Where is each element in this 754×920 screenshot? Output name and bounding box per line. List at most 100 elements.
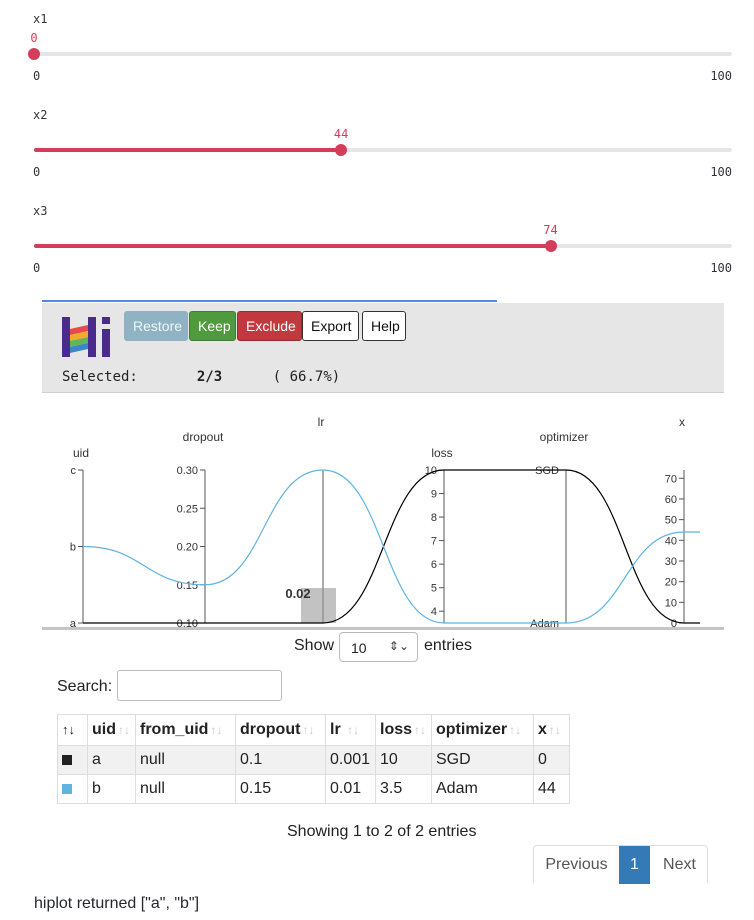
sort-icon: ↑↓ bbox=[62, 722, 75, 737]
tick-label-x: 10 bbox=[665, 597, 677, 609]
hiplot-logo bbox=[62, 317, 110, 357]
pagination: Previous 1 Next bbox=[533, 845, 708, 884]
slider-track[interactable] bbox=[28, 48, 732, 60]
tick-label-x: 0 bbox=[671, 618, 677, 629]
lr-brush bbox=[301, 588, 336, 623]
column-header-loss[interactable]: loss ↑↓ bbox=[375, 714, 432, 746]
cell-from-uid: null bbox=[135, 774, 236, 804]
slider-track[interactable] bbox=[34, 144, 732, 156]
select-arrows-icon: ⇕⌄ bbox=[388, 639, 409, 653]
plot-divider bbox=[42, 627, 724, 630]
hiplot-panel: Restore Keep Exclude Export Help Selecte… bbox=[42, 303, 724, 884]
slider-max: 100 bbox=[710, 69, 732, 83]
tick-label-x: 30 bbox=[665, 556, 677, 568]
cell-uid: a bbox=[87, 745, 136, 775]
table-row[interactable]: a null 0.1 0.001 10 SGD 0 bbox=[57, 745, 570, 775]
tick-label-loss: 7 bbox=[431, 536, 437, 548]
cell-lr: 0.01 bbox=[325, 774, 376, 804]
cell-optimizer: SGD bbox=[431, 745, 534, 775]
slider-value: 0 bbox=[30, 31, 38, 45]
exclude-button[interactable]: Exclude bbox=[237, 311, 302, 341]
slider-max: 100 bbox=[710, 165, 732, 179]
axis-title-x: x bbox=[679, 415, 685, 429]
column-header-x[interactable]: x ↑↓ bbox=[533, 714, 570, 746]
parallel-coordinates-plot[interactable]: uidabcdropout0.100.150.200.250.30lrloss4… bbox=[42, 394, 724, 629]
column-header-lr[interactable]: lr ↑↓ bbox=[325, 714, 376, 746]
search-label: Search: bbox=[57, 678, 113, 695]
tick-label-loss: 4 bbox=[431, 606, 437, 618]
slider-thumb[interactable] bbox=[335, 144, 348, 156]
restore-button[interactable]: Restore bbox=[124, 311, 188, 341]
tick-label-dropout: 0.30 bbox=[177, 465, 198, 477]
tick-label-x: 70 bbox=[665, 473, 677, 485]
slider-value: 44 bbox=[333, 127, 349, 141]
column-header-uid[interactable]: uid ↑↓ bbox=[87, 714, 136, 746]
entries-label: entries bbox=[424, 637, 473, 654]
next-page-button[interactable]: Next bbox=[663, 856, 696, 873]
column-header-optimizer[interactable]: optimizer ↑↓ bbox=[431, 714, 534, 746]
return-value-text: hiplot returned ["a", "b"] bbox=[34, 895, 200, 912]
row-color-cell bbox=[57, 774, 88, 804]
keep-button[interactable]: Keep bbox=[189, 311, 236, 341]
sort-icon: ↑↓ bbox=[118, 723, 130, 737]
slider-value: 74 bbox=[543, 223, 558, 237]
slider-fill bbox=[34, 148, 342, 152]
sort-icon: ↑↓ bbox=[210, 723, 223, 737]
column-header-color[interactable]: ↑↓ bbox=[57, 714, 88, 746]
help-button[interactable]: Help bbox=[362, 311, 406, 341]
loading-bar bbox=[42, 300, 497, 302]
cell-loss: 3.5 bbox=[375, 774, 432, 804]
slider-label: x2 bbox=[33, 108, 48, 122]
cell-uid: b bbox=[87, 774, 136, 804]
sort-icon: ↑↓ bbox=[414, 723, 427, 737]
selection-summary: Selected: 2/3 ( 66.7%) bbox=[62, 369, 340, 385]
tick-label-loss: 5 bbox=[431, 583, 437, 595]
export-button[interactable]: Export bbox=[302, 311, 359, 341]
axis-title-optimizer: optimizer bbox=[540, 430, 589, 444]
row-color-cell bbox=[57, 745, 88, 775]
tick-label-uid: b bbox=[70, 542, 76, 554]
tick-label-dropout: 0.20 bbox=[177, 542, 198, 554]
table-row[interactable]: b null 0.15 0.01 3.5 Adam 44 bbox=[57, 774, 570, 804]
table-info: Showing 1 to 2 of 2 entries bbox=[287, 823, 477, 840]
axis-title-dropout: dropout bbox=[183, 430, 224, 444]
tick-label-x: 60 bbox=[665, 494, 677, 506]
slider-thumb[interactable] bbox=[544, 240, 557, 252]
tick-label-x: 20 bbox=[665, 577, 677, 589]
cell-dropout: 0.15 bbox=[235, 774, 326, 804]
page-size-value: 10 bbox=[351, 640, 367, 656]
slider-thumb[interactable] bbox=[28, 48, 40, 60]
slider-min: 0 bbox=[33, 261, 41, 275]
slider-min: 0 bbox=[33, 165, 41, 179]
selected-percent: ( 66.7%) bbox=[272, 369, 341, 385]
tick-label-dropout: 0.25 bbox=[177, 503, 198, 515]
row-color-swatch bbox=[62, 783, 72, 794]
slider-x2: x2 44 0 100 bbox=[0, 108, 754, 198]
hiplot-header: Restore Keep Exclude Export Help Selecte… bbox=[42, 303, 724, 393]
tick-label-x: 40 bbox=[665, 535, 677, 547]
tick-label-loss: 8 bbox=[431, 512, 437, 524]
column-header-dropout[interactable]: dropout ↑↓ bbox=[235, 714, 326, 746]
cell-x: 44 bbox=[533, 774, 570, 804]
axis-title-uid: uid bbox=[73, 446, 89, 460]
sort-icon: ↑↓ bbox=[548, 723, 561, 737]
page-size-control: Show 10 ⇕⌄ entries bbox=[42, 632, 724, 664]
cell-loss: 10 bbox=[375, 745, 432, 775]
previous-page-button[interactable]: Previous bbox=[545, 856, 608, 873]
results-table: ↑↓ uid ↑↓ from_uid ↑↓ dropout ↑↓ lr ↑↓ loss… bbox=[57, 714, 570, 804]
tick-label-loss: 9 bbox=[431, 489, 437, 501]
slider-label: x1 bbox=[33, 12, 48, 26]
current-page-button[interactable]: 1 bbox=[619, 846, 650, 884]
column-header-from-uid[interactable]: from_uid ↑↓ bbox=[135, 714, 236, 746]
selected-count: 2/3 bbox=[196, 369, 223, 385]
table-header-row: ↑↓ uid ↑↓ from_uid ↑↓ dropout ↑↓ lr ↑↓ loss… bbox=[57, 714, 570, 746]
page-size-select[interactable]: 10 ⇕⌄ bbox=[339, 632, 418, 662]
show-label: Show bbox=[294, 637, 335, 654]
search-input[interactable] bbox=[117, 670, 282, 701]
slider-track[interactable] bbox=[34, 240, 732, 252]
selected-label: Selected: bbox=[62, 369, 138, 385]
series-line-a bbox=[82, 469, 700, 624]
tick-label-loss: 6 bbox=[431, 559, 437, 571]
cell-x: 0 bbox=[533, 745, 570, 775]
row-color-swatch bbox=[62, 754, 72, 765]
